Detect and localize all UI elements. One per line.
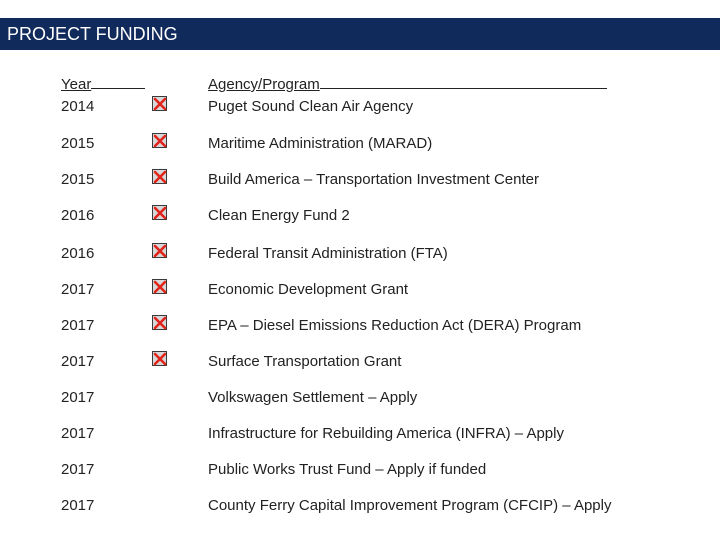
agency-header-label: Agency/Program	[208, 76, 320, 93]
red-x-checkbox-icon	[152, 169, 167, 184]
year-cell: 2017	[61, 317, 95, 334]
agency-program-cell: Infrastructure for Rebuilding America (I…	[208, 425, 564, 442]
year-cell: 2017	[61, 425, 95, 442]
year-cell: 2016	[61, 207, 95, 224]
year-header-label: Year	[61, 76, 92, 93]
list-item: 2017 EPA – Diesel Emissions Reduction Act…	[0, 315, 720, 336]
year-cell: 2017	[61, 281, 95, 298]
agency-program-cell: Puget Sound Clean Air Agency	[208, 98, 414, 115]
red-x-checkbox-icon	[152, 205, 167, 220]
agency-program-cell: Public Works Trust Fund – Apply if funde…	[208, 461, 487, 478]
red-x-checkbox-icon	[152, 315, 167, 330]
year-cell: 2014	[61, 98, 95, 115]
agency-header-rule	[319, 74, 607, 89]
year-cell: 2017	[61, 353, 95, 370]
agency-program-cell: Economic Development Grant	[208, 281, 409, 298]
agency-program-cell: County Ferry Capital Improvement Program…	[208, 497, 612, 514]
year-cell: 2017	[61, 389, 95, 406]
agency-program-cell: Surface Transportation Grant	[208, 353, 402, 370]
list-item: 2017 Public Works Trust Fund – Apply if f…	[0, 460, 720, 480]
year-cell: 2015	[61, 171, 95, 188]
year-cell: 2016	[61, 245, 95, 262]
page-title: PROJECT FUNDING	[0, 18, 720, 50]
agency-program-cell: Federal Transit Administration (FTA)	[208, 245, 448, 262]
red-x-checkbox-icon	[152, 279, 167, 294]
list-item: 2016 Federal Transit Administration (FTA)	[0, 243, 720, 264]
list-item: 2017 Economic Development Grant	[0, 279, 720, 300]
year-cell: 2015	[61, 135, 95, 152]
red-x-checkbox-icon	[152, 133, 167, 148]
agency-program-cell: Clean Energy Fund 2	[208, 207, 350, 224]
red-x-checkbox-icon	[152, 96, 167, 111]
list-item: 2015 Build America – Transportation Inves…	[0, 169, 720, 190]
list-item: 2015 Maritime Administration (MARAD)	[0, 133, 720, 154]
list-item: 2017 County Ferry Capital Improvement Pro…	[0, 496, 720, 516]
list-item: 2017 Volkswagen Settlement – Apply	[0, 388, 720, 408]
agency-program-cell: Build America – Transportation Investmen…	[208, 171, 539, 188]
year-column-header: Year	[61, 74, 146, 94]
list-item: 2017 Infrastructure for Rebuilding Americ…	[0, 424, 720, 444]
agency-column-header: Agency/Program	[208, 74, 607, 94]
year-header-rule	[91, 74, 146, 89]
agency-program-cell: Volkswagen Settlement – Apply	[208, 389, 418, 406]
agency-program-cell: EPA – Diesel Emissions Reduction Act (DE…	[208, 317, 582, 334]
year-cell: 2017	[61, 461, 95, 478]
year-cell: 2017	[61, 497, 95, 514]
red-x-checkbox-icon	[152, 243, 167, 258]
list-item: 2017 Surface Transportation Grant	[0, 351, 720, 372]
agency-program-cell: Maritime Administration (MARAD)	[208, 135, 433, 152]
list-item: 2014 Puget Sound Clean Air Agency	[0, 96, 720, 117]
list-item: 2016 Clean Energy Fund 2	[0, 205, 720, 226]
red-x-checkbox-icon	[152, 351, 167, 366]
